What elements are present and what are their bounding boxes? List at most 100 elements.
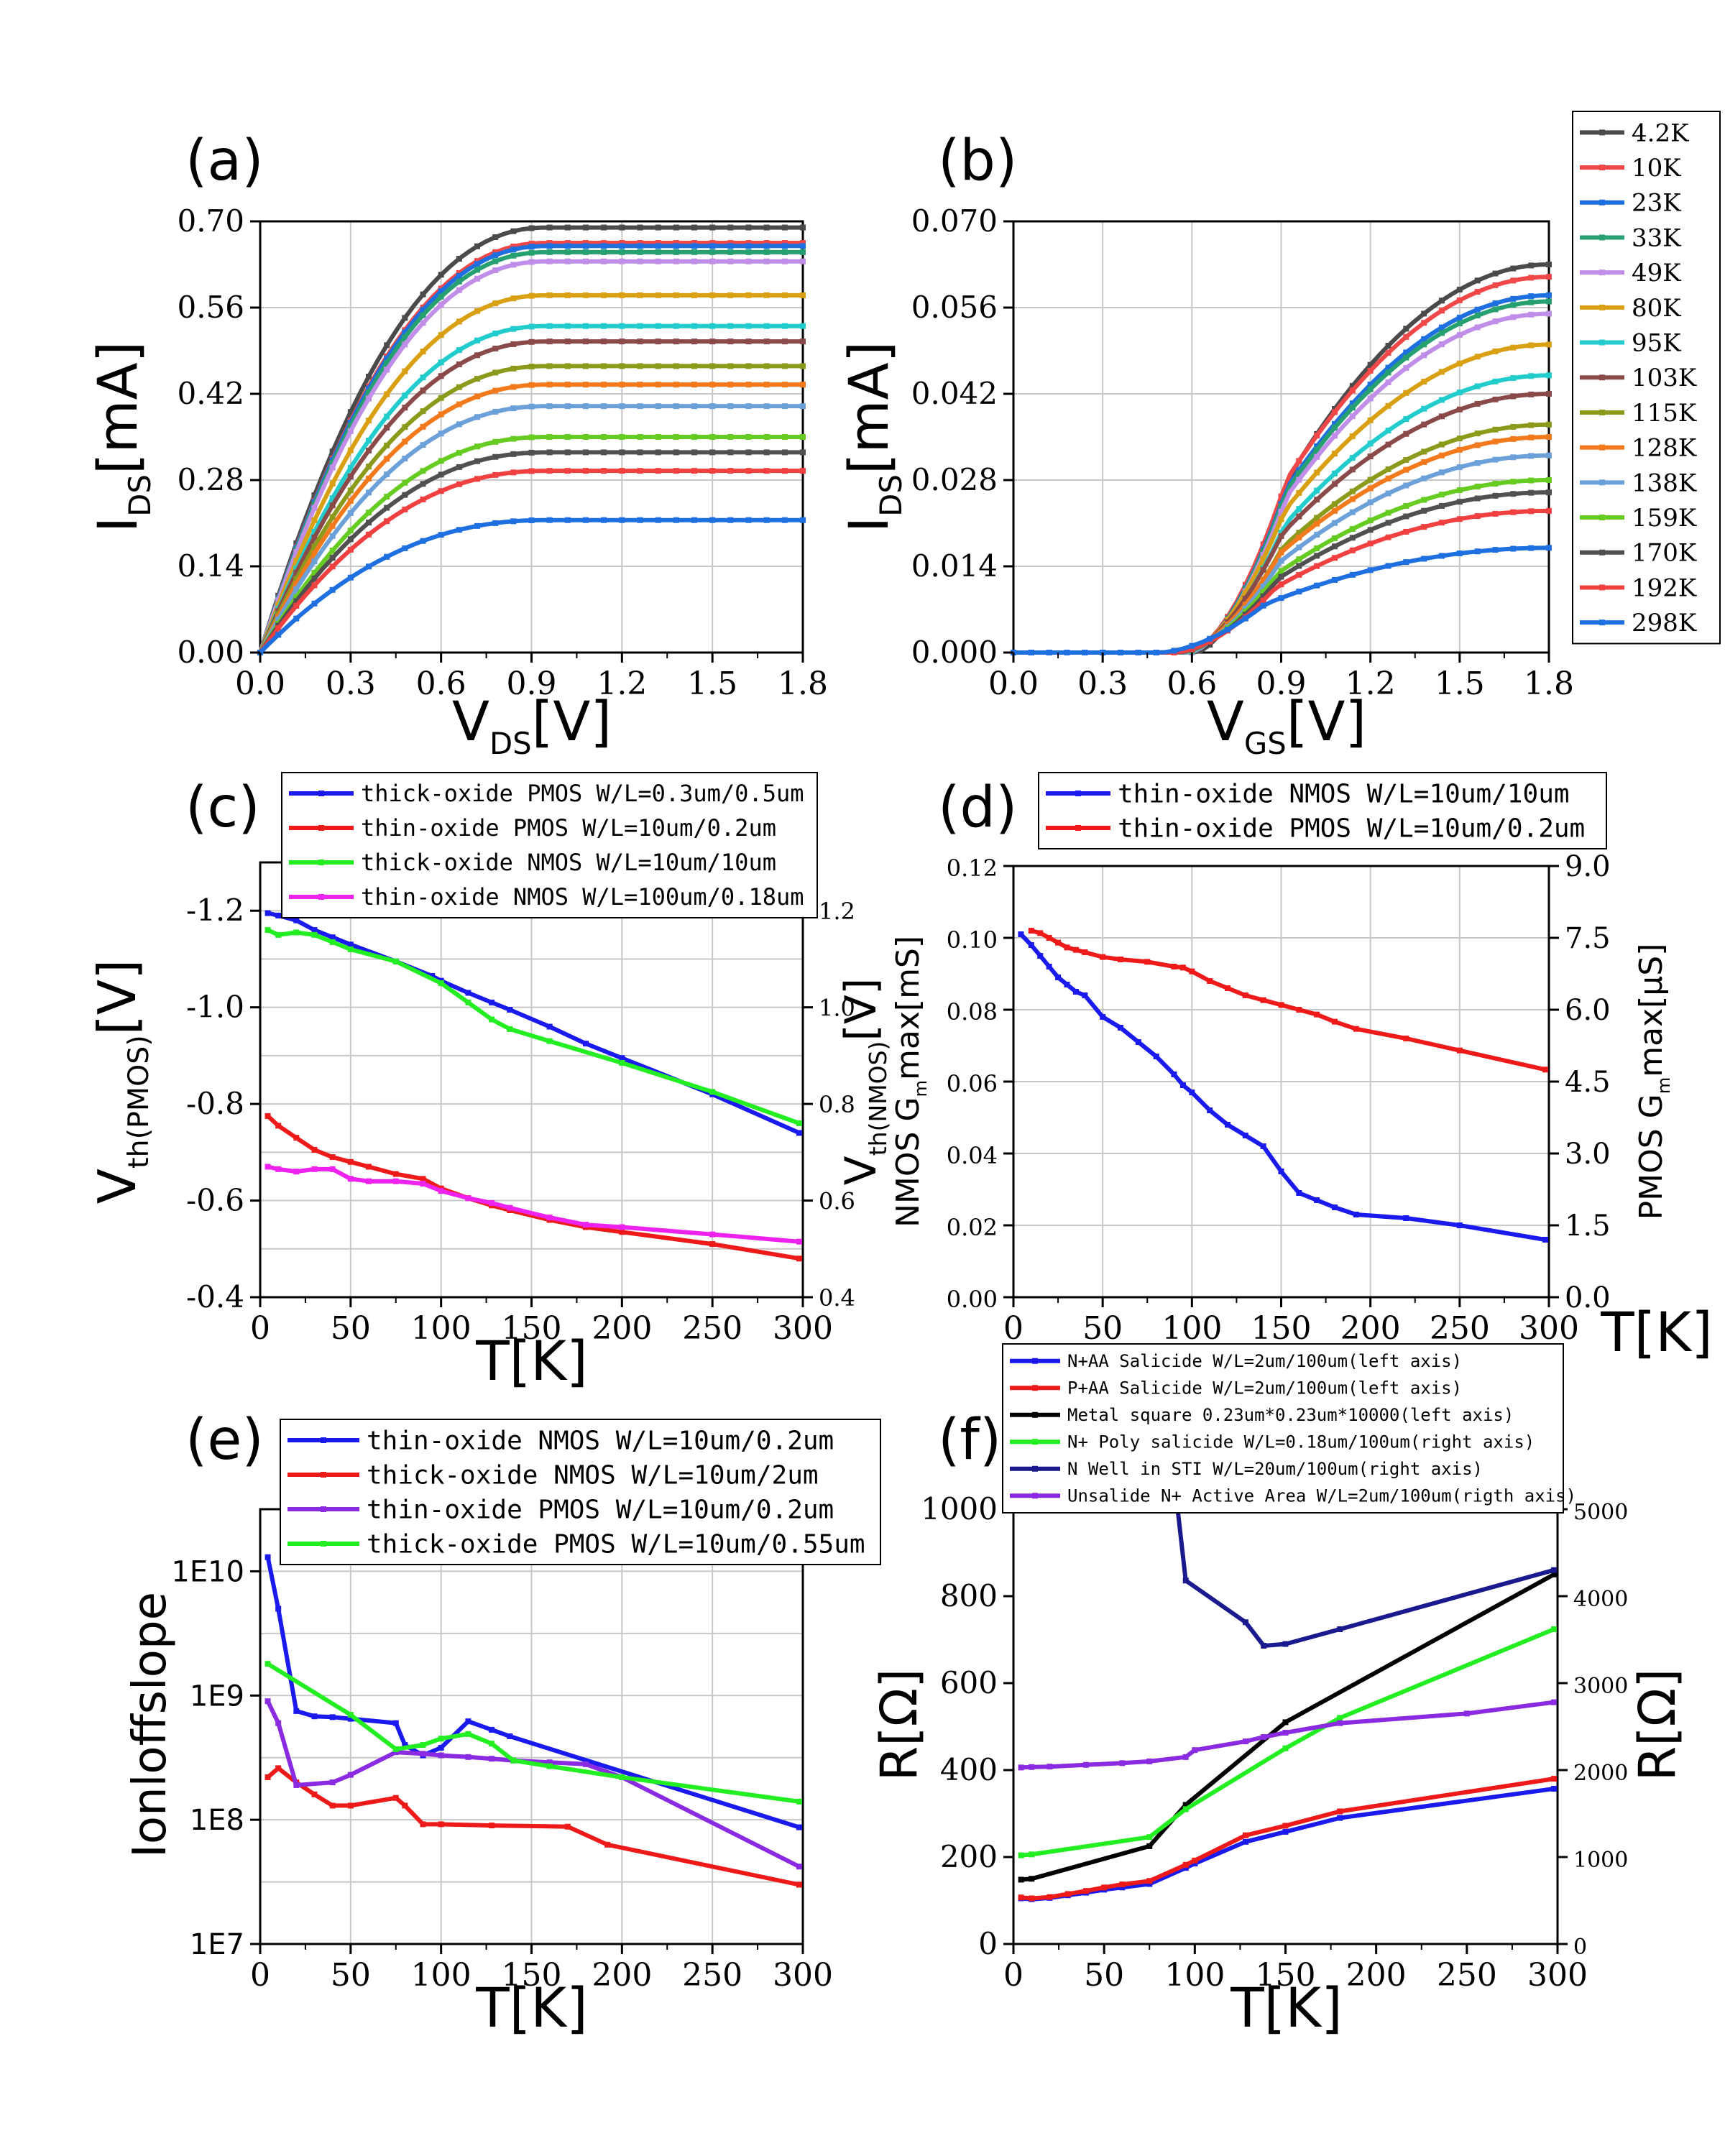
data-point <box>366 418 372 424</box>
series-line-e2 <box>265 1700 801 1869</box>
data-point <box>1546 545 1552 551</box>
panel-c: 0 50 100 150 200 250 300 -0.4 -0.6 -0.8 -1.0 -1.2 0.… <box>87 772 892 1393</box>
panel-d: 0 50 100 150 200 250 300 0.00 0.02 0.04 0.06 0.08 0.… <box>890 772 1713 1364</box>
legend-entry: 103K <box>1632 364 1697 392</box>
data-point <box>655 434 661 440</box>
y-tick-label: 0 <box>978 1926 998 1961</box>
data-point <box>709 1231 716 1238</box>
data-point <box>1492 456 1499 463</box>
data-point <box>745 258 752 264</box>
data-point <box>1546 298 1552 305</box>
panel-a: 0.0 0.3 0.6 0.9 1.2 1.5 1.8 0.00 0.14 0.28 0.42 0.5… <box>86 129 828 761</box>
data-point <box>1439 308 1445 314</box>
y-axis-label: NMOS Gmmax[mS] <box>890 936 931 1227</box>
data-point <box>763 338 770 345</box>
data-point <box>601 449 607 456</box>
data-point <box>583 323 589 329</box>
series-line-d0 <box>1019 932 1546 1242</box>
data-point <box>583 403 589 410</box>
data-point <box>420 1821 426 1828</box>
data-point <box>420 349 426 355</box>
data-point <box>546 468 553 474</box>
data-point <box>384 442 390 448</box>
data-point <box>1189 1089 1195 1095</box>
data-point <box>763 240 770 246</box>
data-point <box>1296 571 1302 578</box>
data-point <box>510 341 517 347</box>
data-point <box>293 558 300 564</box>
data-point <box>1546 310 1552 317</box>
data-point <box>329 1166 336 1172</box>
data-point <box>1153 1054 1159 1059</box>
data-point <box>1510 265 1517 272</box>
data-point <box>1456 360 1463 367</box>
data-point <box>1349 387 1356 394</box>
data-point <box>402 492 408 498</box>
data-point <box>402 506 408 512</box>
data-point <box>655 363 661 369</box>
data-point <box>546 338 553 345</box>
data-point <box>800 382 806 388</box>
data-point <box>1421 497 1427 503</box>
data-point <box>583 382 589 388</box>
data-point <box>1439 413 1445 420</box>
data-point <box>384 553 390 560</box>
legend-entry: 170K <box>1632 539 1697 568</box>
y-tick-label: -0.8 <box>186 1086 244 1121</box>
legend-box <box>280 1419 881 1565</box>
data-point <box>1171 1072 1177 1077</box>
data-point <box>474 522 480 529</box>
data-point <box>1260 997 1266 1003</box>
data-point <box>311 1166 318 1172</box>
data-point <box>1332 555 1338 561</box>
data-point <box>727 240 734 246</box>
data-point <box>1314 446 1320 453</box>
data-point <box>366 563 372 570</box>
data-point <box>392 1171 399 1177</box>
data-point <box>1492 348 1499 354</box>
data-point <box>402 392 408 399</box>
data-point <box>489 1726 495 1733</box>
data-point <box>619 338 625 345</box>
y-tick-label: 1E10 <box>171 1555 244 1588</box>
data-point <box>311 543 318 550</box>
data-point <box>709 363 716 369</box>
data-point <box>1314 1197 1320 1203</box>
data-point <box>347 574 354 581</box>
data-point <box>564 517 571 523</box>
data-point <box>1421 507 1427 514</box>
data-point <box>384 471 390 478</box>
y-tick-label: 1000 <box>921 1491 998 1526</box>
data-point <box>293 917 300 923</box>
data-point <box>474 476 480 482</box>
data-point <box>1332 543 1338 550</box>
data-point <box>1510 314 1517 321</box>
data-point <box>1278 595 1284 602</box>
data-point <box>709 258 716 264</box>
data-point <box>492 300 499 307</box>
data-point <box>673 258 679 264</box>
panel-e: 0 50 100 150 200 250 300 1E7 1E8 1E9 1E10 (e) T[K] Io… <box>124 1408 881 2040</box>
data-point <box>546 224 553 231</box>
data-point <box>1260 593 1266 599</box>
x-tick-label: 1.8 <box>778 665 828 702</box>
legend-entry: 49K <box>1632 259 1681 287</box>
x-tick-label: 50 <box>331 1957 371 1994</box>
y-right-tick-label: 7.5 <box>1565 922 1611 955</box>
data-point <box>1439 452 1445 459</box>
data-point <box>800 403 806 410</box>
data-point <box>727 382 734 388</box>
data-point <box>402 1742 408 1749</box>
data-point <box>465 999 472 1005</box>
data-point <box>1192 1857 1198 1864</box>
data-point <box>492 408 499 415</box>
data-point <box>1546 262 1552 267</box>
data-point <box>347 546 354 553</box>
data-point <box>347 536 354 543</box>
legend-entry: 298K <box>1632 609 1697 637</box>
data-point <box>311 600 318 607</box>
data-point <box>564 363 571 369</box>
data-point <box>1456 406 1463 413</box>
data-point <box>492 453 499 460</box>
data-point <box>1474 483 1481 489</box>
